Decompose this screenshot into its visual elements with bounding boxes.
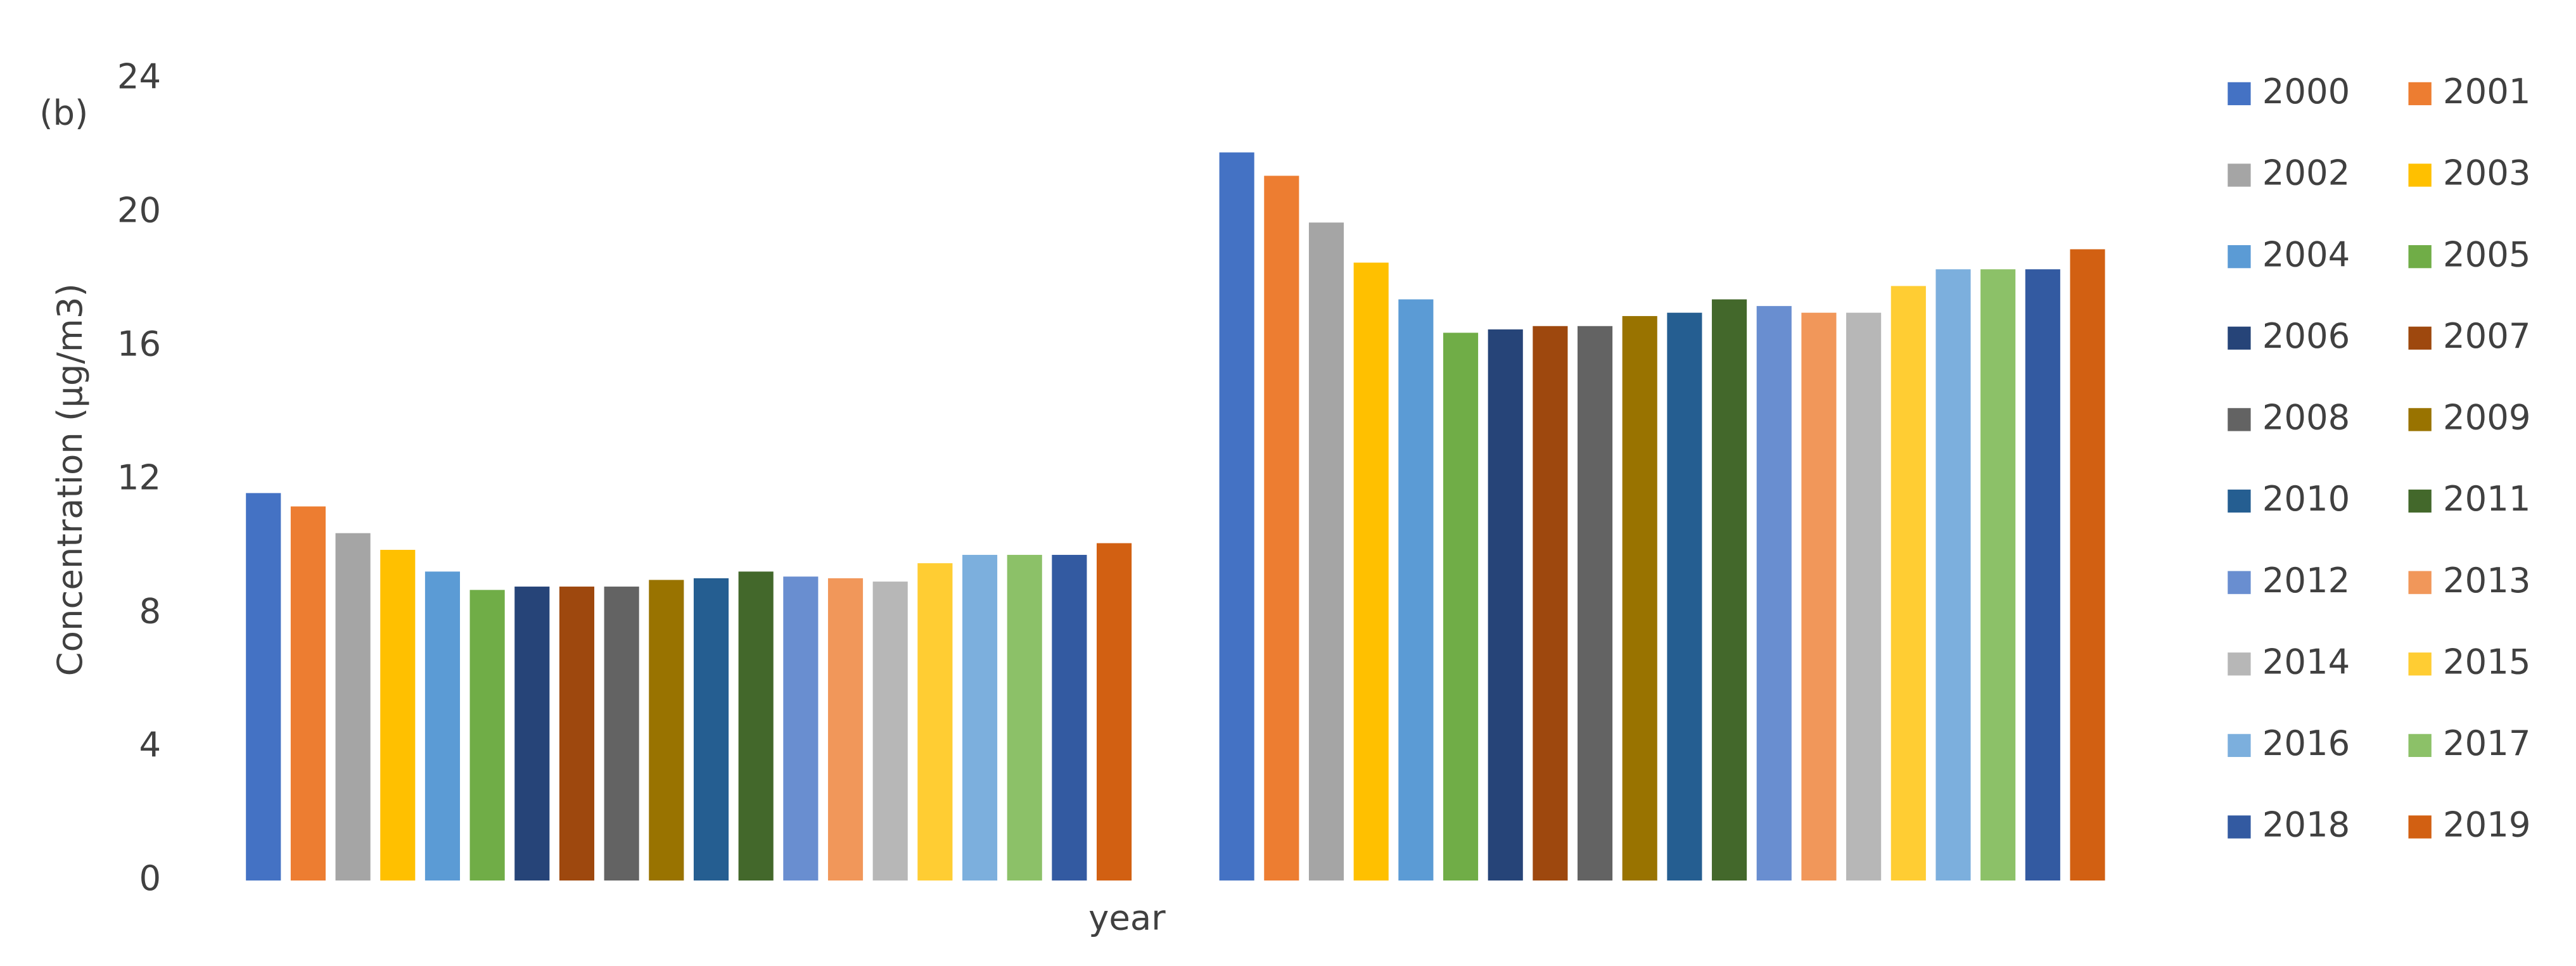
bar xyxy=(1712,299,1747,881)
bar xyxy=(469,590,505,881)
bar xyxy=(1756,306,1792,881)
legend-swatch xyxy=(2228,326,2251,350)
bar xyxy=(1308,222,1344,881)
legend-label: 2018 xyxy=(2262,804,2350,845)
bar xyxy=(649,580,684,881)
bar xyxy=(1578,326,1613,881)
bar xyxy=(1533,326,1568,881)
legend-label: 2003 xyxy=(2443,153,2531,193)
bar xyxy=(514,587,550,881)
bar xyxy=(1846,312,1882,881)
bar xyxy=(559,587,595,881)
legend-swatch xyxy=(2408,408,2432,431)
bar xyxy=(1622,315,1657,881)
bar xyxy=(917,563,953,881)
bar xyxy=(1935,269,1971,881)
legend-swatch xyxy=(2228,734,2251,758)
legend-label: 2005 xyxy=(2443,234,2531,274)
bar xyxy=(1264,175,1299,881)
bar xyxy=(1219,152,1254,881)
legend-swatch xyxy=(2228,82,2251,106)
y-tick-label: 16 xyxy=(117,324,161,364)
legend-swatch xyxy=(2408,326,2432,350)
bar xyxy=(1052,554,1087,881)
bar xyxy=(246,493,281,881)
bar xyxy=(290,506,326,881)
legend-swatch xyxy=(2408,82,2432,106)
bar xyxy=(2025,269,2060,881)
y-axis-label: Concentration (μg/m3) xyxy=(49,283,90,676)
y-tick-label: 0 xyxy=(139,858,161,898)
bar xyxy=(1097,543,1132,881)
bar xyxy=(1801,312,1837,881)
legend-label: 2017 xyxy=(2443,723,2531,763)
bar xyxy=(424,571,461,881)
legend-swatch xyxy=(2408,652,2432,676)
legend-label: 2008 xyxy=(2262,397,2350,438)
legend-swatch xyxy=(2408,489,2432,513)
legend-swatch xyxy=(2408,815,2432,839)
legend-swatch xyxy=(2228,652,2251,676)
legend-label: 2001 xyxy=(2443,71,2531,111)
legend-swatch xyxy=(2408,734,2432,758)
legend-label: 2000 xyxy=(2262,71,2350,111)
bar xyxy=(1891,286,1926,881)
legend-label: 2007 xyxy=(2443,315,2531,356)
legend-swatch xyxy=(2228,489,2251,513)
bar xyxy=(380,550,416,881)
legend-swatch xyxy=(2408,571,2432,594)
legend-label: 2004 xyxy=(2262,234,2350,274)
bar xyxy=(604,587,639,881)
legend-label: 2011 xyxy=(2443,478,2531,519)
annotation: (b) xyxy=(39,92,88,133)
bar xyxy=(335,533,371,881)
legend-swatch xyxy=(2228,408,2251,431)
bar xyxy=(872,582,908,881)
y-tick-label: 8 xyxy=(139,590,161,631)
bar xyxy=(783,576,819,881)
y-tick-label: 24 xyxy=(117,56,161,97)
legend-swatch xyxy=(2228,163,2251,187)
legend-label: 2013 xyxy=(2443,560,2531,601)
bar xyxy=(2070,249,2105,881)
bar xyxy=(1398,299,1434,881)
legend-swatch xyxy=(2228,815,2251,839)
y-tick-label: 20 xyxy=(117,190,161,231)
legend-label: 2012 xyxy=(2262,560,2350,601)
x-axis-label: year xyxy=(1088,897,1166,937)
y-tick-label: 4 xyxy=(139,724,161,765)
legend-swatch xyxy=(2408,163,2432,187)
legend-label: 2009 xyxy=(2443,397,2531,438)
bar xyxy=(1488,329,1523,881)
legend-label: 2002 xyxy=(2262,153,2350,193)
bar xyxy=(693,578,729,881)
bar xyxy=(1667,312,1702,881)
bar xyxy=(1443,333,1479,881)
legend-swatch xyxy=(2228,245,2251,269)
legend-label: 2010 xyxy=(2262,478,2350,519)
bar xyxy=(1007,554,1042,881)
legend-swatch xyxy=(2228,571,2251,594)
legend-label: 2006 xyxy=(2262,315,2350,356)
y-tick-label: 12 xyxy=(117,457,161,497)
legend-label: 2015 xyxy=(2443,641,2531,682)
bar xyxy=(1353,262,1389,881)
bar xyxy=(962,554,998,881)
legend-label: 2019 xyxy=(2443,804,2531,845)
legend-label: 2016 xyxy=(2262,723,2350,763)
bar xyxy=(738,571,774,881)
bar xyxy=(827,578,864,881)
legend-label: 2014 xyxy=(2262,641,2350,682)
legend-swatch xyxy=(2408,245,2432,269)
bar xyxy=(1980,269,2016,881)
